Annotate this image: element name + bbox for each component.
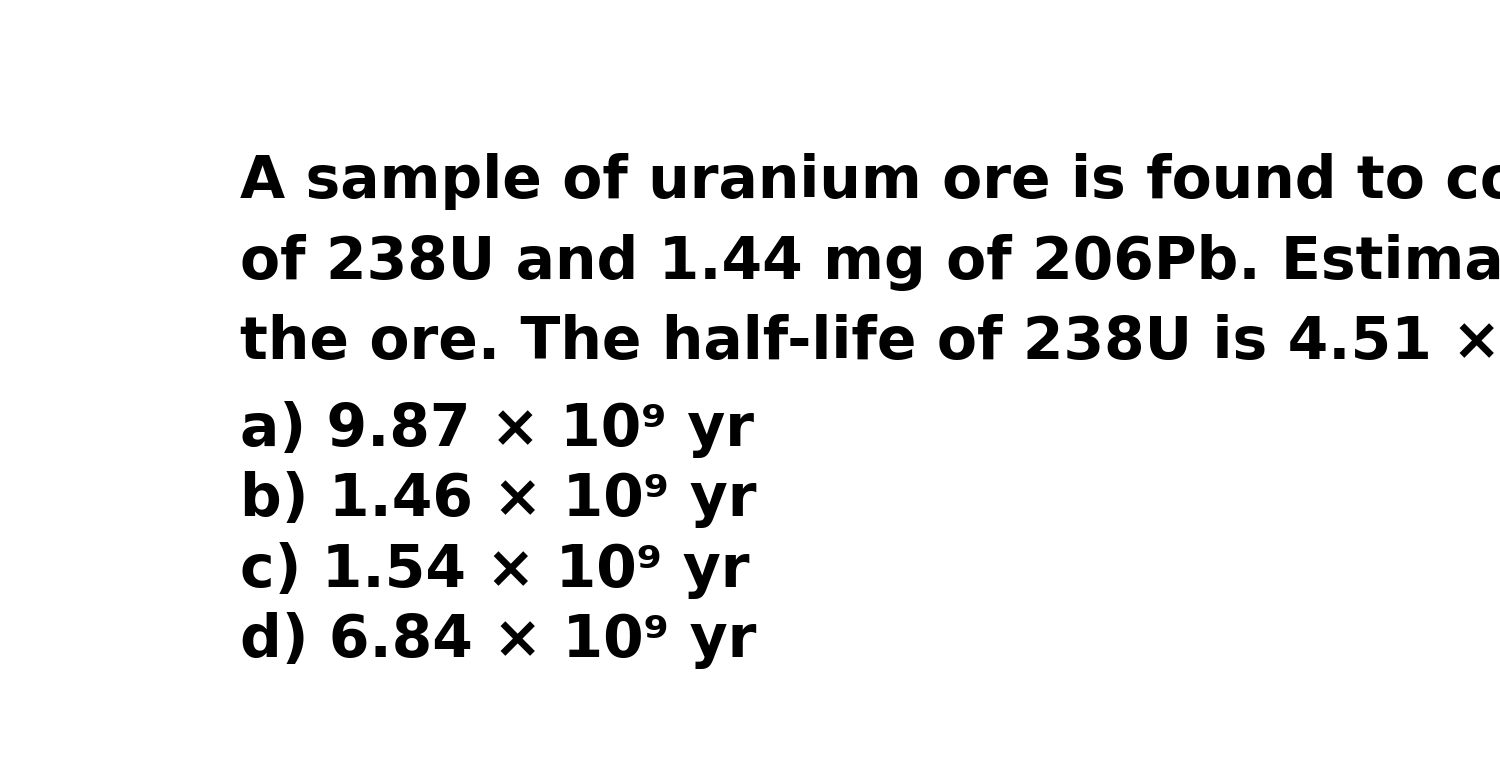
Text: c) 1.54 × 10⁹ yr: c) 1.54 × 10⁹ yr [240, 542, 750, 599]
Text: b) 1.46 × 10⁹ yr: b) 1.46 × 10⁹ yr [240, 471, 756, 528]
Text: a) 9.87 × 10⁹ yr: a) 9.87 × 10⁹ yr [240, 401, 754, 458]
Text: of 238U and 1.44 mg of 206Pb. Estimate the age of: of 238U and 1.44 mg of 206Pb. Estimate t… [240, 234, 1500, 290]
Text: A sample of uranium ore is found to contain 6.58 mg: A sample of uranium ore is found to cont… [240, 153, 1500, 210]
Text: the ore. The half-life of 238U is 4.51 × 10⁹ years.: the ore. The half-life of 238U is 4.51 ×… [240, 314, 1500, 371]
Text: d) 6.84 × 10⁹ yr: d) 6.84 × 10⁹ yr [240, 612, 756, 670]
